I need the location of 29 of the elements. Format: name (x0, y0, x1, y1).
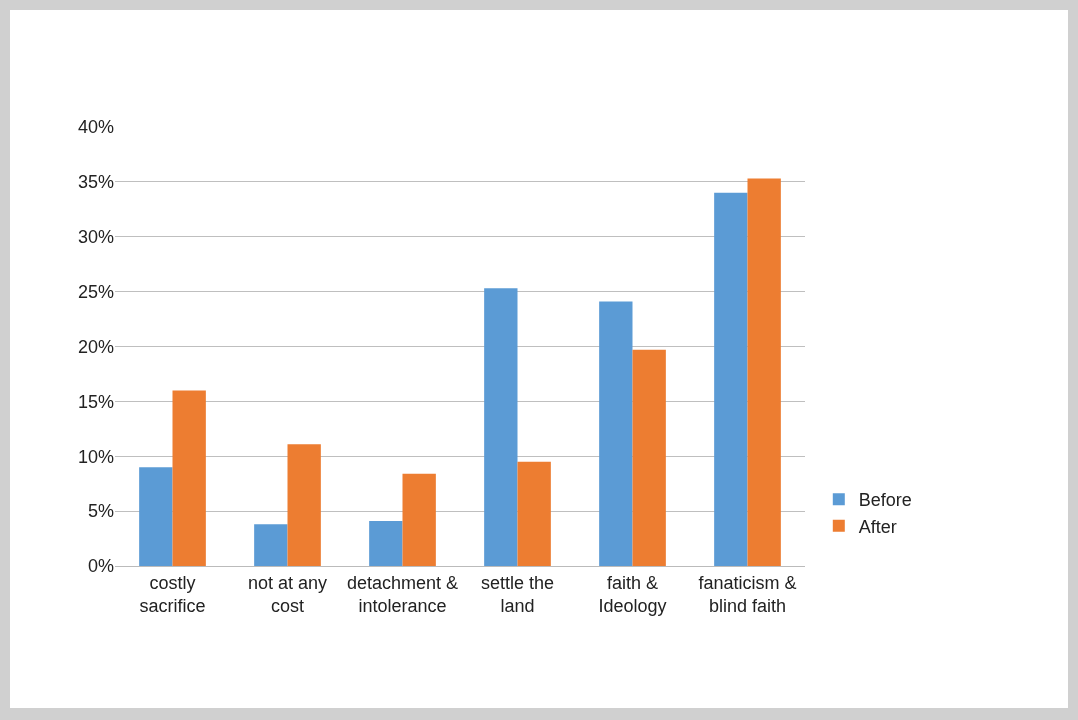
y-tick-label: 25% (77, 281, 114, 302)
y-tick-label: 35% (77, 172, 114, 193)
x-tick-label: not at any cost (247, 572, 328, 616)
bar (747, 178, 781, 566)
y-tick-label: 15% (77, 391, 114, 412)
bar (254, 524, 288, 566)
x-tick-label: detachment & intolerance (346, 572, 459, 616)
bar (369, 521, 403, 566)
bar (714, 192, 748, 566)
x-tick-label: costly sacrifice (139, 572, 206, 616)
y-tick-label: 0% (87, 556, 114, 577)
bar (517, 461, 551, 566)
bar (139, 467, 173, 566)
x-tick-label: settle the land (480, 572, 555, 616)
bar (402, 473, 436, 566)
bar (172, 390, 206, 566)
y-tick-label: 30% (77, 227, 114, 248)
legend-label: After (858, 516, 897, 537)
x-tick-label: faith & Ideology (598, 572, 667, 616)
y-tick-label: 20% (77, 336, 114, 357)
x-tick-label: fanaticism & blind faith (698, 572, 797, 616)
bar (599, 301, 633, 566)
y-tick-label: 5% (87, 501, 114, 522)
legend-label: Before (858, 490, 912, 511)
y-tick-label: 40% (77, 117, 114, 138)
bar (632, 349, 666, 566)
bar (287, 444, 321, 566)
y-tick-label: 10% (77, 446, 114, 467)
bar (484, 288, 518, 566)
